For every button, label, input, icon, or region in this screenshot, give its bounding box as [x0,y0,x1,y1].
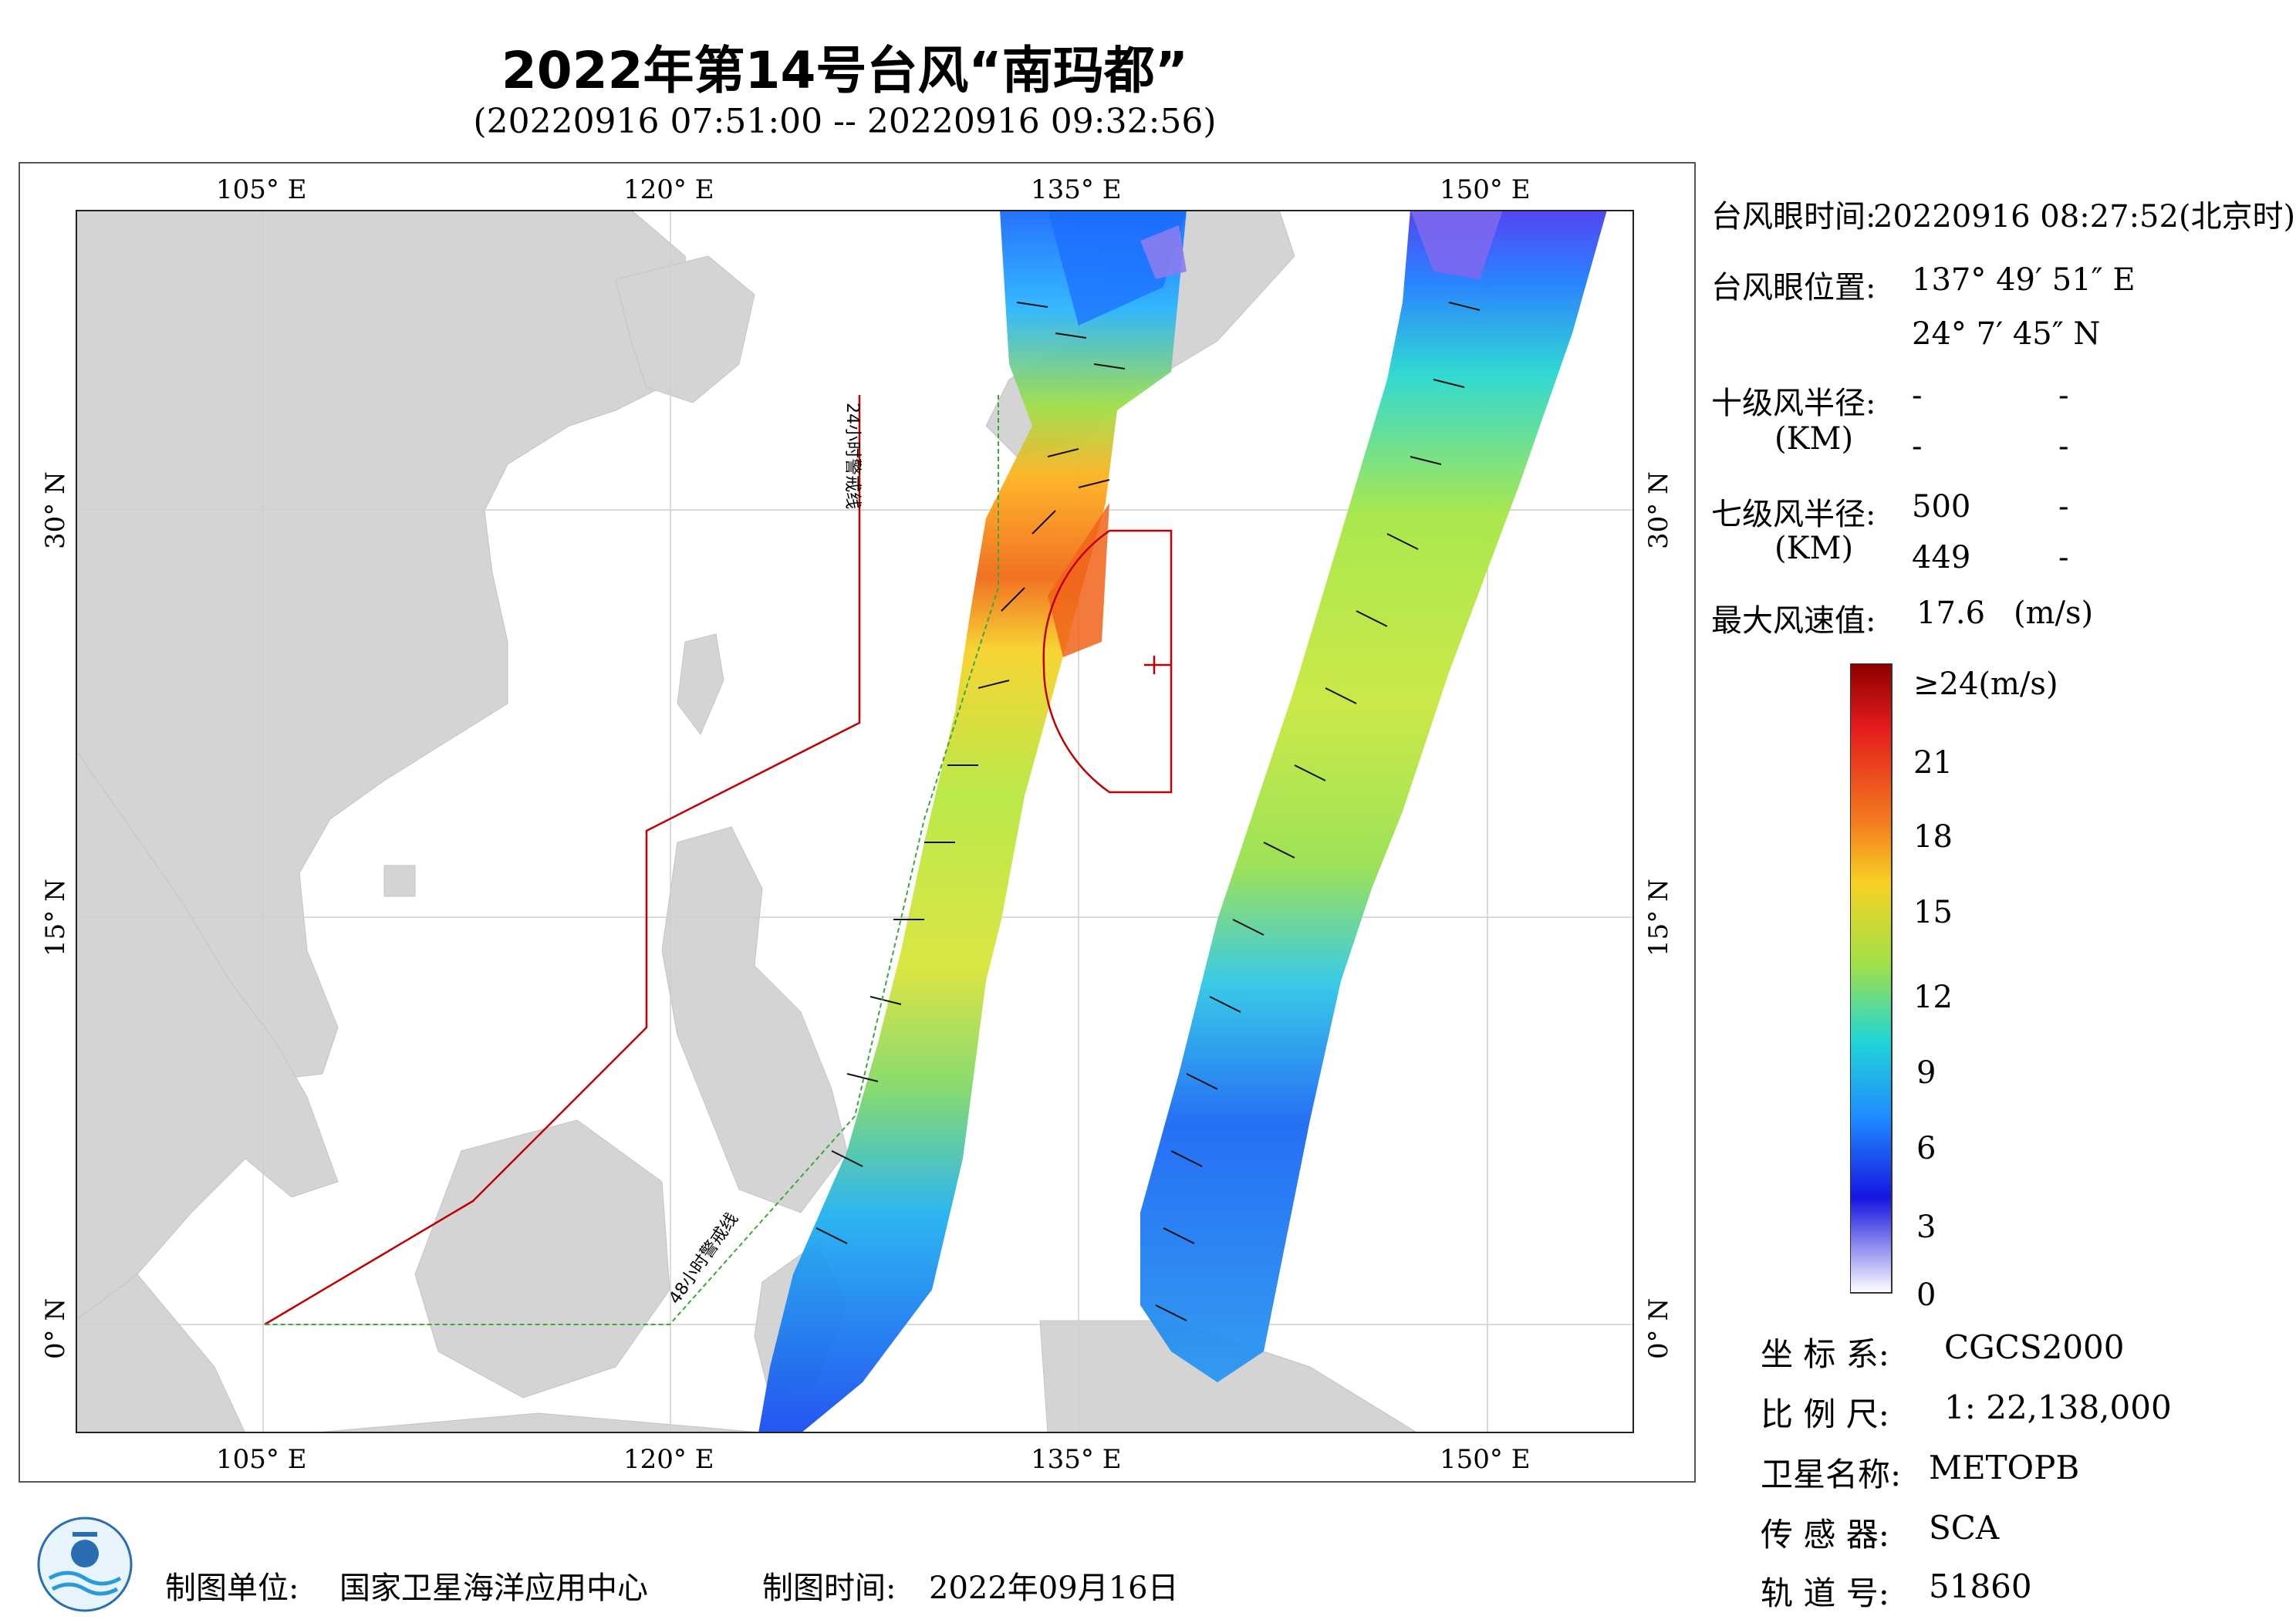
r10-unit: (KM) [1774,421,1854,457]
lon-label-top-150: 150° E [1440,174,1531,205]
orbit-label: 轨 道 号: [1761,1574,1889,1612]
scale-value: 1: 22,138,000 [1944,1388,2172,1426]
colorbar-label-18: 18 [1913,819,1953,855]
r10-value-2: - [2058,378,2069,413]
lat-label-right-15: 15° N [1643,879,1674,957]
r10-value-4: - [2058,429,2069,464]
lon-label-bottom-150: 150° E [1440,1444,1531,1475]
taiwan-island [677,633,724,735]
graticule [76,210,1634,1433]
page-subtitle: (20220916 07:51:00 -- 20220916 09:32:56) [473,102,1217,141]
scale-label: 比 例 尺: [1761,1395,1889,1433]
java-region [306,1412,771,1433]
lon-label-top-105: 105° E [216,174,307,205]
eye-latitude: 24° 7′ 45″ N [1912,316,2101,352]
orbit-value: 51860 [1929,1567,2032,1605]
satellite-label: 卫星名称: [1761,1456,1902,1493]
r10-label: 十级风半径: [1711,386,1876,421]
warning-line-24h [264,395,861,1326]
colorbar-label-15: 15 [1913,895,1953,930]
sumatra [76,1274,246,1433]
hainan-island [383,865,416,897]
colorbar-label-9: 9 [1916,1055,1936,1091]
r7-value-3: 449 [1912,540,1971,575]
date-value: 2022年09月16日 [929,1571,1179,1606]
lat-label-right-30: 30° N [1643,471,1674,549]
r7-unit: (KM) [1774,531,1854,566]
new-guinea [1039,1320,1419,1433]
colorbar-label-24: ≥24(m/s) [1913,666,2058,702]
date-label: 制图时间: [762,1571,896,1606]
r7-value-4: - [2058,540,2069,575]
colorbar-label-21: 21 [1913,745,1953,781]
lon-label-top-120: 120° E [623,174,714,205]
map-frame [19,162,1696,1483]
typhoon-symbol[interactable] [1042,529,1173,794]
lon-label-bottom-135: 135° E [1031,1444,1122,1475]
eye-position-label: 台风眼位置: [1711,270,1876,305]
eye-time-label: 台风眼时间: [1711,199,1876,235]
lat-label-left-0: 0° N [40,1297,71,1359]
sensor-label: 传 感 器: [1761,1516,1889,1554]
warning-line-24h-label: 24小时警戒线 [842,403,862,509]
korea-peninsula [615,255,755,403]
swath-west [758,210,1187,1433]
crs-value: CGCS2000 [1944,1328,2125,1366]
max-wind-unit: (m/s) [2014,596,2094,631]
colorbar [1850,663,1893,1294]
map-border [76,210,1634,1433]
agency-logo-icon [37,1517,133,1612]
colorbar-label-0: 0 [1916,1277,1936,1313]
producer-value: 国家卫星海洋应用中心 [339,1571,648,1606]
lon-label-bottom-120: 120° E [623,1444,714,1475]
eye-longitude: 137° 49′ 51″ E [1912,262,2136,298]
max-wind-value: 17.6 [1916,596,1986,631]
max-wind-label: 最大风速值: [1711,603,1876,639]
r7-label: 七级风半径: [1711,497,1876,532]
lon-label-bottom-105: 105° E [216,1444,307,1475]
colorbar-label-3: 3 [1916,1210,1936,1245]
eye-time-value: 20220916 08:27:52(北京时) [1873,199,2296,235]
crs-label: 坐 标 系: [1761,1335,1889,1373]
map-canvas[interactable]: 24小时警戒线 48小时警戒线 [76,210,1634,1433]
r10-value-3: - [1912,429,1923,464]
lat-label-right-0: 0° N [1643,1297,1674,1359]
wind-radius-7 [1042,529,1173,794]
page-title: 2022年第14号台风“南玛都” [501,41,1189,100]
warning-line-48h [265,395,999,1325]
r10-value-1: - [1912,378,1923,413]
lon-label-top-135: 135° E [1031,174,1122,205]
r7-value-2: - [2058,489,2069,525]
wind-barbs [815,302,1481,1321]
sensor-value: SCA [1929,1509,2000,1547]
borneo [414,1119,670,1399]
producer-label: 制图单位: [165,1571,299,1606]
colorbar-label-6: 6 [1916,1131,1936,1166]
satellite-value: METOPB [1929,1449,2080,1486]
colorbar-label-12: 12 [1913,980,1953,1015]
r7-value-1: 500 [1912,489,1971,525]
swath-east [1140,210,1607,1382]
lat-label-left-30: 30° N [40,471,71,549]
lat-label-left-15: 15° N [40,879,71,957]
